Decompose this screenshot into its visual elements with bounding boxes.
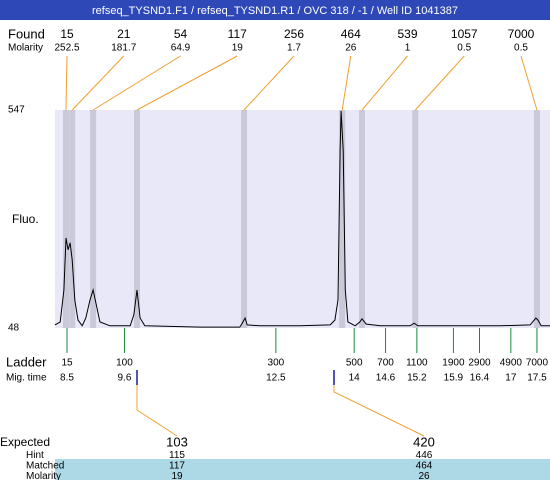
ladder-label: Ladder [6,354,47,369]
trace [54,110,550,328]
ladder-size: 700 [377,358,394,369]
header-bar [0,0,550,20]
peak-band [533,110,540,328]
ladder-time: 17 [505,373,517,384]
peak-band [90,110,97,328]
expected-link [333,385,425,437]
header-title: refseq_TYSND1.F1 / refseq_TYSND1.R1 / OV… [92,5,458,17]
y-tick-label: 547 [8,105,25,116]
mig-time-label: Mig. time [6,373,47,384]
matched-highlight [55,459,550,480]
found-molarity: 0.5 [514,43,528,54]
y-tick-label: 48 [8,323,20,334]
ladder-time: 14 [349,373,361,384]
ladder-time: 12.5 [266,373,286,384]
expected-value: 26 [418,471,430,480]
ladder-time: 8.5 [60,373,74,384]
ladder-size: 15 [61,358,73,369]
peak-band [62,110,69,328]
ladder-size: 1900 [442,358,465,369]
ladder-size: 300 [268,358,285,369]
found-size: 7000 [508,27,535,41]
expected-value: 446 [416,450,433,461]
found-label: Found [8,26,45,41]
ladder-size: 500 [346,358,363,369]
expected-value: 464 [416,461,433,472]
expected-link [136,385,178,437]
peak-band [412,110,419,328]
expected-value: 19 [171,471,183,480]
found-link [92,55,181,111]
ladder-time: 15.9 [444,373,464,384]
found-link [65,55,68,111]
found-size: 256 [284,27,304,41]
found-link [71,55,125,111]
expected-value: 420 [413,434,435,449]
expected-value: 115 [169,450,185,461]
ladder-size: 4900 [500,358,523,369]
peak-band [133,110,140,328]
ladder-time: 15.2 [407,373,427,384]
found-link [341,55,352,111]
expected-row-label: Molarity [26,471,61,480]
expected-value: 103 [166,434,188,449]
found-size: 1057 [451,27,478,41]
plot-area [55,110,550,328]
peak-band [69,110,76,328]
ladder-time: 17.5 [527,373,547,384]
ladder-size: 1100 [406,358,428,369]
ladder-time: 16.4 [470,373,490,384]
ladder-time: 9.6 [117,373,131,384]
ladder-size: 2900 [468,358,491,369]
y-label: Fluo. [12,212,39,226]
found-molarity: 0.5 [457,43,471,54]
found-molarity: 181.7 [111,43,136,54]
found-molarity: 64.9 [171,43,191,54]
found-size: 54 [174,27,188,41]
found-link [243,55,295,111]
expected-value: 117 [169,461,185,472]
found-link [414,55,465,111]
peak-band [339,110,346,328]
ladder-size: 100 [116,358,133,369]
found-size: 539 [397,27,417,41]
ladder-time: 14.6 [376,373,396,384]
found-link [520,55,538,111]
found-size: 464 [341,27,361,41]
peak-band [241,110,248,328]
found-molarity: 1 [405,43,411,54]
expected-row-label: Hint [26,450,44,461]
found-size: 117 [228,27,247,41]
peak-band [359,110,366,328]
found-molarity: 252.5 [54,43,79,54]
found-size: 15 [60,27,74,41]
found-link [136,55,238,111]
ladder-size: 7000 [526,358,549,369]
found-molarity: 1.7 [287,43,301,54]
found-molarity: 26 [345,43,357,54]
found-size: 21 [117,27,131,41]
expected-row-label: Expected [0,435,50,449]
found-molarity: 19 [232,43,244,54]
expected-row-label: Matched [26,461,64,472]
molarity-label: Molarity [8,43,43,54]
found-link [361,55,408,111]
